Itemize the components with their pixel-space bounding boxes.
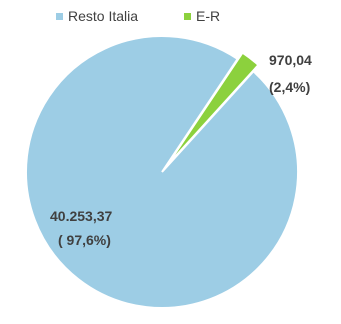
legend-item-resto-italia: Resto Italia — [56, 8, 138, 24]
data-label-resto-italia-value: 40.253,37 — [50, 208, 112, 224]
data-label-e-r-percent: (2,4%) — [269, 79, 310, 95]
legend-label-resto-italia: Resto Italia — [68, 8, 139, 24]
pie-slice-e-r — [166, 51, 260, 167]
pie-slices — [25, 35, 299, 309]
data-label-e-r-value: 970,04 — [269, 52, 312, 68]
chart-legend: Resto Italia E-R — [0, 8, 341, 28]
pie-slice-resto-italia — [25, 35, 299, 309]
data-label-resto-italia-percent: ( 97,6%) — [58, 232, 111, 248]
legend-swatch-resto-italia — [56, 12, 63, 20]
legend-label-e-r: E-R — [196, 8, 221, 24]
legend-swatch-e-r — [184, 12, 191, 20]
legend-item-e-r: E-R — [184, 8, 220, 24]
pie-data-labels: 40.253,37 ( 97,6%) 970,04 (2,4%) — [50, 52, 312, 248]
